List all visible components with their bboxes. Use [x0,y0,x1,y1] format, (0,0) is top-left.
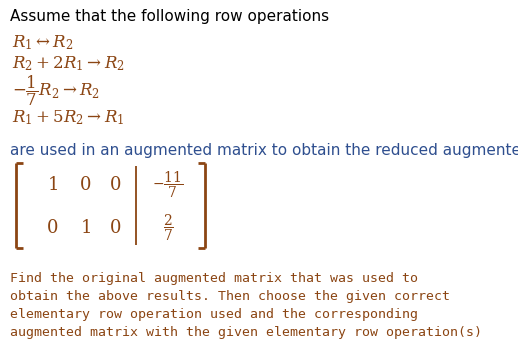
Text: $R_1 \leftrightarrow R_2$: $R_1 \leftrightarrow R_2$ [12,33,74,52]
Text: are used in an augmented matrix to obtain the reduced augmented matrix: are used in an augmented matrix to obtai… [10,143,518,158]
Text: $-\dfrac{11}{7}$: $-\dfrac{11}{7}$ [152,170,184,200]
Text: $0$: $0$ [109,219,121,237]
Text: Find the original augmented matrix that was used to: Find the original augmented matrix that … [10,272,418,285]
Text: $0$: $0$ [79,176,91,194]
Text: augmented matrix with the given elementary row operation(s): augmented matrix with the given elementa… [10,326,482,339]
Text: $1$: $1$ [80,219,91,237]
Text: $R_2 + 2R_1 \rightarrow R_2$: $R_2 + 2R_1 \rightarrow R_2$ [12,54,125,73]
Text: $-\dfrac{1}{7}R_2 \rightarrow R_2$: $-\dfrac{1}{7}R_2 \rightarrow R_2$ [12,74,100,108]
Text: elementary row operation used and the corresponding: elementary row operation used and the co… [10,308,418,321]
Text: $0$: $0$ [109,176,121,194]
Text: $0$: $0$ [46,219,58,237]
Text: $R_1 + 5R_2 \rightarrow R_1$: $R_1 + 5R_2 \rightarrow R_1$ [12,108,124,127]
Text: $\dfrac{2}{7}$: $\dfrac{2}{7}$ [163,213,174,243]
Text: $1$: $1$ [47,176,57,194]
Text: Assume that the following row operations: Assume that the following row operations [10,9,329,24]
Text: obtain the above results. Then choose the given correct: obtain the above results. Then choose th… [10,290,450,303]
